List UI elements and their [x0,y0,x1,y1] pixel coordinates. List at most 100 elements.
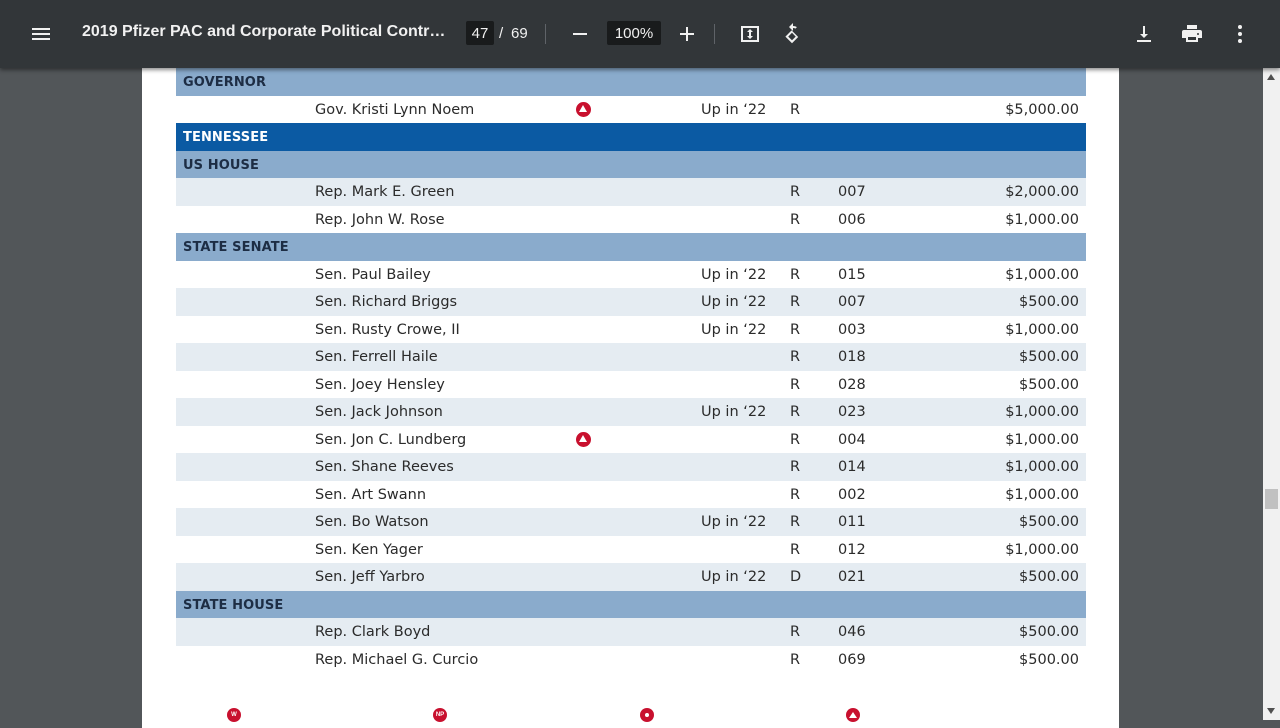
party: R [790,514,801,530]
table-row: Sen. Bo Watson Up in ‘22 R 011 $500.00 [176,508,1086,536]
page-number-input[interactable]: 47 [466,21,494,45]
section-header-governor: GOVERNOR [176,68,1086,96]
table-row: Rep. Michael G. Curcio R 069 $500.00 [176,645,1086,673]
table-row: Sen. Shane Reeves R 014 $1,000.00 [176,453,1086,481]
zoom-level-input[interactable]: 100% [607,21,661,45]
legend-flag-icon [846,708,860,722]
district: 007 [838,184,866,200]
amount: $500.00 [1019,624,1079,640]
table-row: Sen. Richard Briggs Up in ‘22 R 007 $500.00 [176,288,1086,316]
page-separator: / [499,25,504,42]
party: R [790,376,801,393]
district: 015 [838,266,866,283]
section-label: STATE SENATE [183,240,289,255]
district: 069 [838,651,866,668]
legend-np-icon: NP [433,708,447,722]
zoom-in-icon[interactable] [671,18,703,50]
pdf-toolbar: 2019 Pfizer PAC and Corporate Political … [0,0,1280,68]
party: R [790,321,801,338]
scroll-thumb[interactable] [1265,489,1278,509]
district: 028 [838,376,866,393]
party: R [790,349,801,365]
district: 003 [838,321,866,338]
hamburger-menu-icon[interactable] [25,18,57,50]
recipient-name: Sen. Ken Yager [315,541,423,558]
amount: $1,000.00 [1005,486,1079,503]
party: R [790,294,801,310]
district: 007 [838,294,866,310]
party: R [790,101,801,118]
district: 021 [838,569,866,585]
amount: $1,000.00 [1005,404,1079,420]
table-row: Sen. Jeff Yarbro Up in ‘22 D 021 $500.00 [176,563,1086,591]
election-status: Up in ‘22 [701,404,767,420]
amount: $500.00 [1019,569,1079,585]
scroll-up-arrow-icon[interactable] [1267,74,1275,80]
more-vert-icon[interactable] [1224,18,1256,50]
election-status: Up in ‘22 [701,101,767,118]
legend-w-icon: W [227,708,241,722]
rotate-icon[interactable] [777,18,809,50]
toolbar-divider [714,24,715,44]
recipient-name: Sen. Jeff Yarbro [315,569,425,585]
legend-pin-icon [640,708,654,722]
recipient-name: Sen. Joey Hensley [315,376,445,393]
section-label: US HOUSE [183,157,259,173]
amount: $500.00 [1019,376,1079,393]
amount: $1,000.00 [1005,266,1079,283]
party: D [790,569,802,585]
document-title: 2019 Pfizer PAC and Corporate Political … [82,23,447,40]
amount: $1,000.00 [1005,431,1079,448]
contributions-table: GOVERNOR Gov. Kristi Lynn Noem Up in ‘22 R… [176,68,1086,673]
section-header-state-house: STATE HOUSE [176,590,1086,618]
party: R [790,431,801,448]
table-row: Sen. Paul Bailey Up in ‘22 R 015 $1,000.00 [176,260,1086,288]
recipient-name: Rep. Clark Boyd [315,624,431,640]
election-status: Up in ‘22 [701,569,767,585]
recipient-name: Sen. Rusty Crowe, II [315,321,460,338]
district: 011 [838,514,866,530]
amount: $1,000.00 [1005,211,1079,228]
recipient-name: Sen. Jack Johnson [315,404,443,420]
election-status: Up in ‘22 [701,514,767,530]
election-status: Up in ‘22 [701,294,767,310]
recipient-name: Rep. Mark E. Green [315,184,455,200]
election-status: Up in ‘22 [701,321,767,338]
election-status: Up in ‘22 [701,266,767,283]
table-row: Sen. Jack Johnson Up in ‘22 R 023 $1,000.00 [176,398,1086,426]
recipient-name: Sen. Ferrell Haile [315,349,438,365]
amount: $500.00 [1019,514,1079,530]
section-header-us-house: US HOUSE [176,150,1086,178]
district: 004 [838,431,866,448]
recipient-name: Sen. Bo Watson [315,514,429,530]
zoom-out-icon[interactable] [564,18,596,50]
pdf-page: GOVERNOR Gov. Kristi Lynn Noem Up in ‘22 R… [142,68,1119,728]
party: R [790,624,801,640]
recipient-name: Sen. Art Swann [315,486,427,503]
recipient-name: Sen. Shane Reeves [315,459,454,475]
vertical-scrollbar[interactable] [1263,68,1280,720]
download-icon[interactable] [1128,18,1160,50]
party: R [790,486,801,503]
toolbar-divider [545,24,546,44]
print-icon[interactable] [1176,18,1208,50]
district: 014 [838,459,866,475]
party: R [790,404,801,420]
party: R [790,184,801,200]
table-row: Sen. Art Swann R 002 $1,000.00 [176,480,1086,508]
recipient-name: Rep. Michael G. Curcio [315,651,479,668]
scroll-down-arrow-icon[interactable] [1267,708,1275,714]
party: R [790,266,801,283]
table-row: Rep. Clark Boyd R 046 $500.00 [176,618,1086,646]
state-header-tennessee: TENNESSEE [176,123,1086,151]
section-label: GOVERNOR [183,75,267,90]
party: R [790,651,801,668]
table-row: Rep. Mark E. Green R 007 $2,000.00 [176,178,1086,206]
amount: $500.00 [1019,651,1079,668]
section-header-state-senate: STATE SENATE [176,233,1086,261]
district: 012 [838,541,866,558]
fit-to-page-icon[interactable] [734,18,766,50]
district: 046 [838,624,866,640]
table-row: Sen. Jon C. Lundberg R 004 $1,000.00 [176,425,1086,453]
district: 023 [838,404,866,420]
